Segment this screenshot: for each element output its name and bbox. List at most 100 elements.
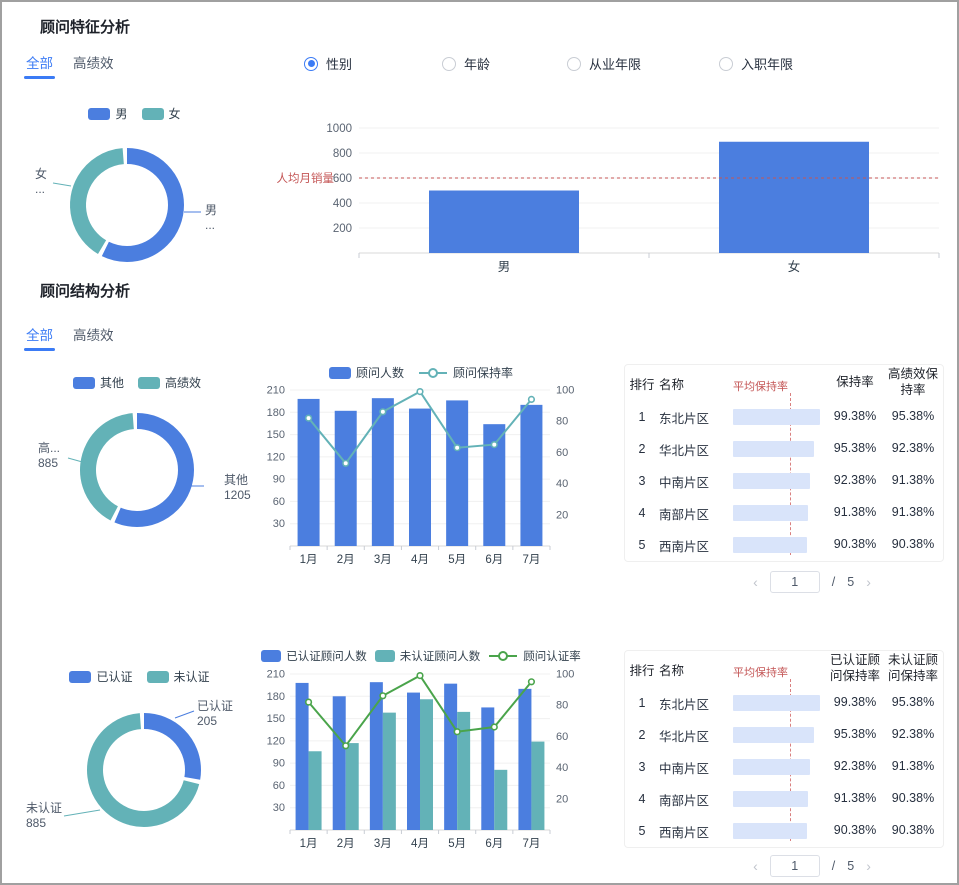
line-point[interactable] (379, 408, 387, 416)
x-category-label: 6月 (485, 554, 503, 566)
next-page-icon[interactable]: › (866, 858, 871, 874)
line-point[interactable] (416, 672, 424, 680)
line-point[interactable] (490, 723, 498, 731)
legend-item[interactable]: 已认证顾问人数 (261, 648, 367, 664)
bar[interactable] (297, 398, 320, 546)
structure-donut-chart[interactable]: 其他 1205 高... 885 (22, 396, 252, 571)
x-category-label: 1月 (300, 838, 318, 850)
line-point[interactable] (453, 728, 461, 736)
current-page-box[interactable]: 1 (769, 855, 820, 877)
bar-男[interactable] (429, 190, 579, 254)
right-y-tick: 80 (556, 416, 568, 428)
donut-slice-0[interactable] (80, 413, 194, 527)
tab-all-1[interactable]: 全部 (24, 52, 55, 79)
gender-donut-legend: 男女 (22, 105, 247, 122)
cell-rank: 5 (638, 824, 646, 838)
line-point[interactable] (379, 692, 387, 700)
line-point[interactable] (490, 440, 498, 449)
section1-tabs: 全部 高绩效 (24, 52, 114, 79)
bar[interactable] (334, 410, 357, 546)
legend-item[interactable]: 未认证 (146, 668, 210, 685)
line-point[interactable] (453, 444, 461, 452)
bar[interactable] (483, 424, 506, 546)
bar-series0[interactable] (369, 682, 383, 830)
bar-series1[interactable] (531, 741, 545, 830)
legend-item[interactable]: 顾问保持率 (418, 364, 513, 381)
line-point[interactable] (304, 414, 313, 422)
bar-series1[interactable] (382, 712, 396, 830)
current-page-box[interactable]: 1 (769, 571, 820, 593)
line-point[interactable] (342, 742, 350, 750)
left-y-tick: 150 (267, 713, 285, 725)
x-category-label: 女 (788, 259, 801, 274)
bar[interactable] (409, 408, 431, 546)
donut-callout: 其他 1205 (224, 473, 251, 502)
legend-swatch (88, 107, 111, 120)
tab-highperf-1[interactable]: 高绩效 (73, 56, 114, 71)
prev-page-icon[interactable]: ‹ (753, 574, 758, 590)
gender-bar-chart[interactable]: 1000 800 600 400 200 人均月销量男 女 (264, 118, 949, 283)
bar[interactable] (520, 404, 543, 546)
bar-series1[interactable] (457, 711, 471, 830)
radio-work-years[interactable]: 从业年限 (567, 54, 641, 73)
right-y-tick: 20 (556, 509, 568, 521)
line-point[interactable] (304, 698, 313, 706)
radio-tenure-years[interactable]: 入职年限 (719, 54, 793, 73)
next-page-icon[interactable]: › (866, 574, 871, 590)
bar-series0[interactable] (407, 692, 420, 830)
bar[interactable] (446, 400, 469, 546)
bar[interactable] (371, 398, 394, 546)
cell-rank: 1 (638, 696, 646, 710)
legend-item[interactable]: 女 (141, 105, 181, 122)
bar-series0[interactable] (481, 707, 495, 830)
radio-icon (719, 56, 733, 71)
radio-age[interactable]: 年龄 (442, 54, 490, 73)
line-point[interactable] (342, 459, 350, 467)
cell-v1: 95.38% (833, 441, 877, 456)
retention-bar (733, 409, 821, 425)
line-point[interactable] (416, 388, 424, 396)
bar-series0[interactable] (518, 688, 532, 830)
line-point[interactable] (527, 678, 536, 686)
line-point[interactable] (527, 395, 536, 403)
cert-donut-chart[interactable]: 已认证 205 未认证 885 (22, 688, 257, 868)
bar-series1[interactable] (308, 751, 322, 830)
donut-slice-1[interactable] (71, 404, 203, 536)
bar-series1[interactable] (345, 743, 359, 830)
table-row: 3 中南片区 92.38% 91.38% (625, 751, 943, 783)
bar-series0[interactable] (332, 696, 346, 830)
legend-label: 顾问认证率 (523, 651, 581, 663)
tab-all-2[interactable]: 全部 (24, 324, 55, 351)
col-header-rank: 排行 (629, 377, 655, 392)
cert-combo-chart[interactable]: 30 60 90 120 150 180 210 20 40 60 80 100 1月 2月 3月 4月 5月 6… (260, 666, 580, 859)
bar-series0[interactable] (295, 682, 309, 830)
cell-name: 华北片区 (659, 729, 710, 744)
gender-donut-chart[interactable]: 男... 女... (22, 132, 247, 295)
legend-item[interactable]: 其他 (72, 374, 124, 391)
donut-slice-0[interactable] (87, 713, 201, 827)
tab-highperf-2[interactable]: 高绩效 (73, 328, 114, 343)
legend-item[interactable]: 高绩效 (138, 374, 201, 391)
legend-label: 顾问保持率 (453, 366, 514, 380)
cell-rank: 4 (638, 792, 646, 806)
callout-leader (63, 809, 101, 817)
prev-page-icon[interactable]: ‹ (753, 858, 758, 874)
radio-gender[interactable]: 性别 (304, 54, 352, 73)
structure-combo-chart[interactable]: 30 60 90 120 150 180 210 20 40 60 80 100 1月 2月 3月 4月 5月 6… (260, 382, 580, 575)
legend-item[interactable]: 男 (88, 105, 128, 122)
cell-v2: 90.38% (891, 537, 935, 552)
legend-label: 女 (168, 107, 181, 121)
bar-女[interactable] (719, 141, 869, 253)
bar-series1[interactable] (420, 699, 433, 830)
cell-rank: 4 (638, 506, 646, 520)
donut-slice-1[interactable] (60, 138, 194, 272)
legend-item[interactable]: 未认证顾问人数 (374, 648, 480, 664)
bar-series0[interactable] (444, 683, 458, 830)
cell-rank: 5 (638, 538, 646, 552)
bar-series1[interactable] (494, 769, 508, 830)
legend-label: 男 (115, 107, 128, 121)
legend-item[interactable]: 顾问人数 (328, 364, 404, 381)
legend-item[interactable]: 顾问认证率 (488, 648, 581, 664)
legend-item[interactable]: 已认证 (69, 668, 133, 685)
donut-slice-0[interactable] (70, 148, 184, 262)
